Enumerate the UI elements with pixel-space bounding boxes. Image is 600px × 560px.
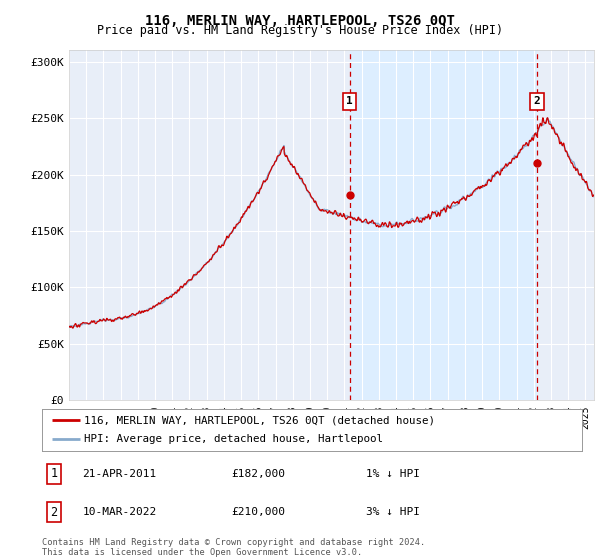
Text: 10-MAR-2022: 10-MAR-2022: [83, 507, 157, 517]
Text: HPI: Average price, detached house, Hartlepool: HPI: Average price, detached house, Hart…: [84, 435, 383, 445]
Text: 1% ↓ HPI: 1% ↓ HPI: [366, 469, 420, 479]
Text: 3% ↓ HPI: 3% ↓ HPI: [366, 507, 420, 517]
Text: Price paid vs. HM Land Registry's House Price Index (HPI): Price paid vs. HM Land Registry's House …: [97, 24, 503, 37]
Bar: [350, 50, 537, 400]
Text: 21-APR-2011: 21-APR-2011: [83, 469, 157, 479]
Text: 1: 1: [346, 96, 353, 106]
Text: 2: 2: [533, 96, 541, 106]
Text: £210,000: £210,000: [231, 507, 285, 517]
Text: 2: 2: [50, 506, 58, 519]
Text: £182,000: £182,000: [231, 469, 285, 479]
Text: 116, MERLIN WAY, HARTLEPOOL, TS26 0QT (detached house): 116, MERLIN WAY, HARTLEPOOL, TS26 0QT (d…: [84, 415, 435, 425]
Text: 1: 1: [50, 468, 58, 480]
Text: 116, MERLIN WAY, HARTLEPOOL, TS26 0QT: 116, MERLIN WAY, HARTLEPOOL, TS26 0QT: [145, 14, 455, 28]
Text: Contains HM Land Registry data © Crown copyright and database right 2024.
This d: Contains HM Land Registry data © Crown c…: [42, 538, 425, 557]
